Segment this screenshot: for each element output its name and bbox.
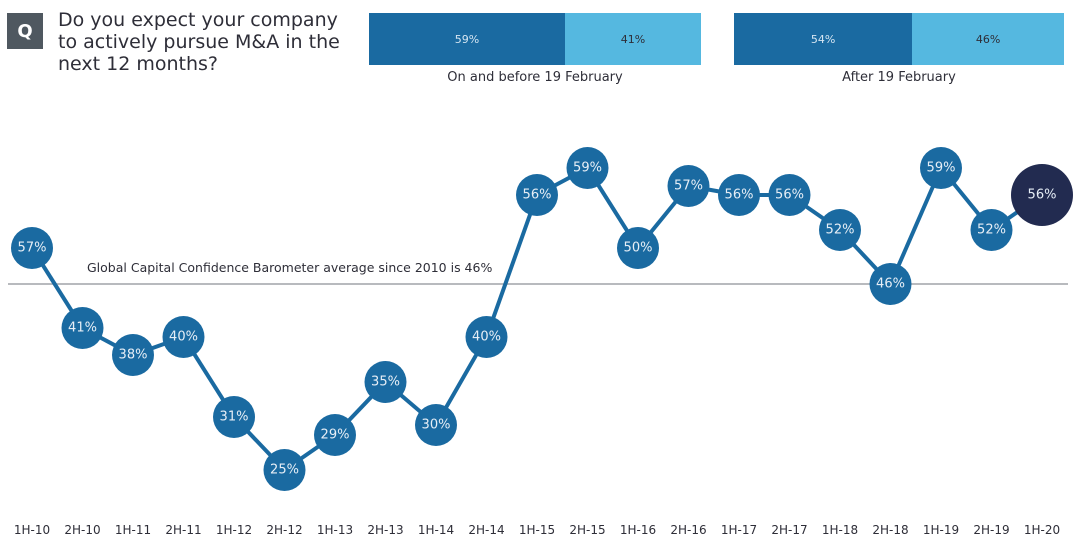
data-point-marker: [314, 414, 356, 456]
data-label: 57%: [674, 179, 703, 194]
data-label: 40%: [169, 330, 198, 345]
x-tick-label: 1H-10: [14, 523, 50, 537]
split-bar-before: 59% 41%: [369, 13, 701, 65]
data-point: 56%: [768, 174, 811, 216]
data-point: 40%: [465, 316, 508, 358]
question-text: Do you expect your company to actively p…: [58, 9, 340, 75]
data-label: 29%: [321, 428, 350, 443]
data-point: 56%: [516, 174, 558, 216]
x-tick-label: 2H-14: [468, 523, 504, 537]
question-badge: Q: [7, 13, 43, 49]
data-point: 41%: [61, 307, 104, 349]
bar-segment-yes: 54%: [734, 13, 913, 65]
data-label: 50%: [624, 241, 653, 256]
data-point-marker: [920, 147, 962, 189]
data-point-marker: [364, 361, 407, 403]
data-label: 25%: [270, 463, 299, 478]
data-label: 40%: [472, 330, 501, 345]
bar-caption-after: After 19 February: [842, 70, 956, 85]
data-point-marker: [112, 334, 154, 376]
bar-segment-no: 46%: [912, 13, 1064, 65]
data-point: 38%: [112, 334, 154, 376]
data-point-marker: [263, 449, 306, 491]
x-tick-label: 2H-19: [973, 523, 1009, 537]
data-point-marker: [768, 174, 811, 216]
x-tick-label: 2H-13: [367, 523, 403, 537]
data-point-marker: [213, 396, 255, 438]
data-point-marker: [566, 147, 609, 189]
series-line-segment: [888, 167, 943, 285]
x-tick-label: 2H-12: [266, 523, 302, 537]
x-tick-label: 1H-13: [317, 523, 353, 537]
data-label: 59%: [573, 161, 602, 176]
x-tick-label: 1H-17: [721, 523, 757, 537]
x-tick-label: 1H-14: [418, 523, 454, 537]
bar-segment-no: 41%: [564, 13, 701, 65]
x-tick-label: 2H-17: [771, 523, 807, 537]
data-point-marker: [869, 263, 912, 305]
data-label: 38%: [119, 348, 148, 363]
data-point-marker: [162, 316, 205, 358]
data-point: 40%: [162, 316, 205, 358]
series-line-segment: [484, 194, 539, 338]
data-label: 35%: [371, 375, 400, 390]
data-point: 50%: [617, 227, 659, 269]
data-label: 56%: [1028, 188, 1057, 203]
data-point: 29%: [314, 414, 356, 456]
data-point: 31%: [213, 396, 255, 438]
x-tick-label: 1H-12: [216, 523, 252, 537]
split-bar-after: 54% 46%: [734, 13, 1064, 65]
x-tick-label: 1H-15: [519, 523, 555, 537]
data-point: 57%: [667, 165, 710, 207]
data-point: 52%: [970, 209, 1013, 251]
x-tick-label: 2H-10: [64, 523, 100, 537]
data-label: 56%: [775, 188, 804, 203]
data-point-marker: [667, 165, 710, 207]
data-point: 59%: [566, 147, 609, 189]
data-label: 56%: [523, 188, 552, 203]
data-label: 57%: [18, 241, 47, 256]
data-point-marker: [11, 227, 53, 269]
data-point: 59%: [920, 147, 962, 189]
x-tick-label: 2H-15: [569, 523, 605, 537]
x-tick-label: 2H-16: [670, 523, 706, 537]
x-tick-label: 2H-11: [165, 523, 201, 537]
data-label: 46%: [876, 277, 905, 292]
data-point: 46%: [869, 263, 912, 305]
data-point-marker: [61, 307, 104, 349]
bar-caption-before: On and before 19 February: [447, 70, 623, 85]
x-tick-label: 1H-11: [115, 523, 151, 537]
data-point-marker: [465, 316, 508, 358]
data-point: 52%: [819, 209, 861, 251]
data-point-marker: [415, 404, 457, 446]
data-label: 31%: [220, 410, 249, 425]
average-reference-label: Global Capital Confidence Barometer aver…: [87, 260, 492, 275]
data-point-marker: [970, 209, 1013, 251]
data-label: 59%: [927, 161, 956, 176]
data-point: 25%: [263, 449, 306, 491]
bar-segment-yes: 59%: [369, 13, 565, 65]
x-tick-label: 1H-18: [822, 523, 858, 537]
x-tick-label: 1H-19: [923, 523, 959, 537]
x-tick-label: 1H-20: [1024, 523, 1060, 537]
data-point-marker: [819, 209, 861, 251]
data-point: 56%: [718, 174, 760, 216]
data-point-marker: [617, 227, 659, 269]
data-label: 41%: [68, 321, 97, 336]
data-point: 30%: [415, 404, 457, 446]
data-point: 35%: [364, 361, 407, 403]
x-tick-label: 2H-18: [872, 523, 908, 537]
data-label: 56%: [725, 188, 754, 203]
data-point-marker: [516, 174, 558, 216]
data-point-marker-highlight: [1011, 164, 1073, 226]
data-point-marker: [718, 174, 760, 216]
data-point: 56%: [1011, 164, 1073, 226]
data-label: 52%: [826, 223, 855, 238]
data-label: 52%: [977, 223, 1006, 238]
data-label: 30%: [422, 418, 451, 433]
x-tick-label: 1H-16: [620, 523, 656, 537]
data-point: 57%: [11, 227, 53, 269]
